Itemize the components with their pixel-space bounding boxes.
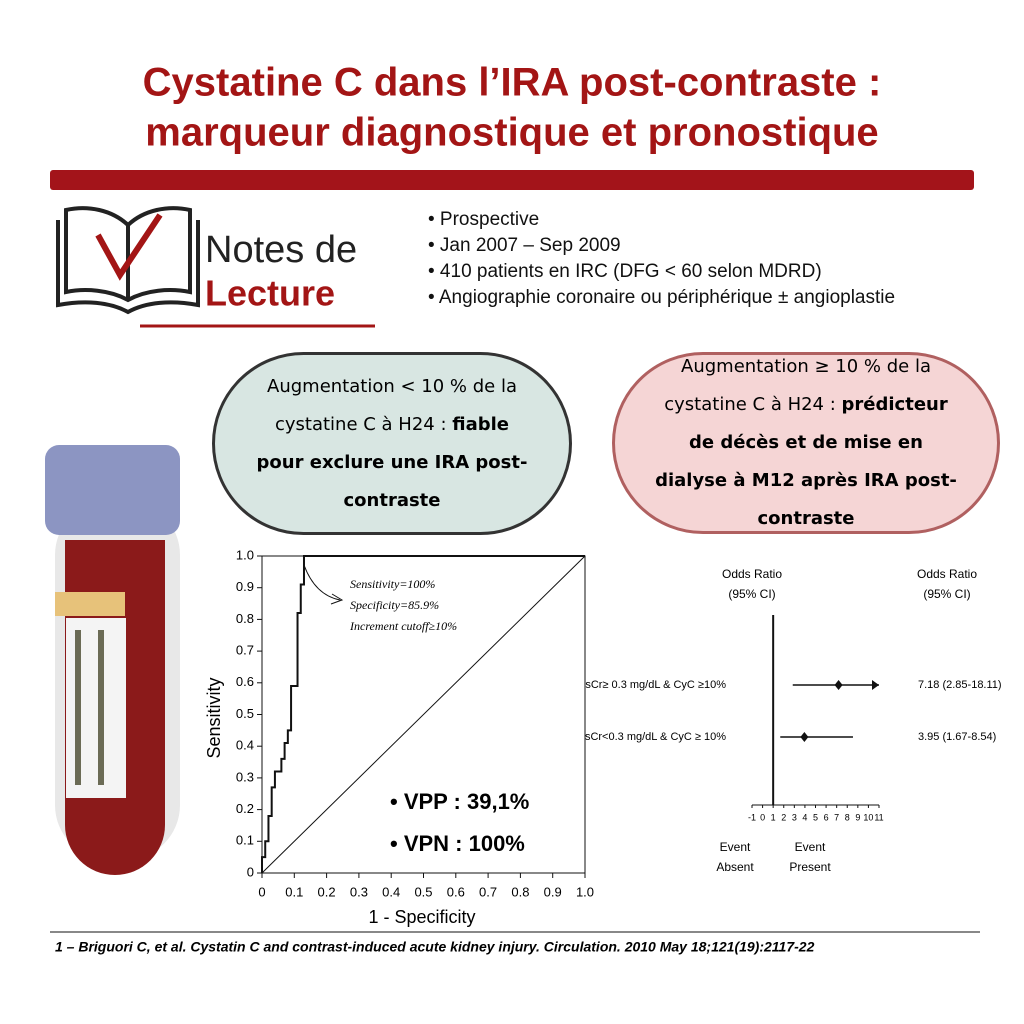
bullet: • 410 patients en IRC (DFG < 60 selon MD… [428,261,822,282]
x-tick-label: 1 [771,812,776,822]
value-label: 7.18 (2.85-18.11) [918,679,1002,691]
box-text: Augmentation < 10 % de la cystatine C à … [255,368,529,520]
bullet: • Angiographie coronaire ou périphérique… [428,287,895,308]
x-axis-label: 1 - Specificity [368,907,475,927]
y-tick-label: 0.3 [236,769,254,784]
value-label: 3.95 (1.67-8.54) [918,731,996,743]
x-note: Absent [716,860,754,874]
x-tick-label: -1 [748,812,756,822]
y-tick-label: 0.4 [236,738,254,753]
x-tick-label: 2 [781,812,786,822]
row-label: sCr<0.3 mg/dL & CyC ≥ 10% [585,731,726,743]
column-header: (95% CI) [923,587,970,601]
stat: • VPP : 39,1% [390,789,529,814]
x-tick-label: 0.5 [414,884,432,899]
x-tick-label: 0.6 [447,884,465,899]
annotation: Sensitivity=100% [350,577,435,591]
x-tick-label: 0.7 [479,884,497,899]
box-left: Augmentation < 10 % de la cystatine C à … [212,352,572,535]
odds-ratio [800,732,809,742]
column-header: Odds Ratio [722,567,782,581]
x-tick-label: 6 [824,812,829,822]
roc-curve [261,555,585,873]
annotation-arrow [303,564,341,601]
annotation-arrow [330,593,344,605]
x-tick-label: 4 [802,812,807,822]
x-tick-label: 9 [855,812,860,822]
box-right: Augmentation ≥ 10 % de la cystatine C à … [612,352,1000,534]
logo-book [56,206,200,315]
x-tick-label: 3 [792,812,797,822]
row-label: sCr≥ 0.3 mg/dL & CyC ≥10% [585,679,726,691]
y-tick-label: 0.5 [236,706,254,721]
odds-ratio [834,680,843,690]
y-axis-label: Sensitivity [204,677,224,758]
box-text-bold: fiable pour exclure une IRA post-contras… [256,413,528,511]
x-note: Event [795,840,826,854]
divider [50,170,974,190]
y-tick-label: 0.2 [236,801,254,816]
x-note: Present [789,860,831,874]
box-text: Augmentation ≥ 10 % de la cystatine C à … [664,356,931,415]
roc-background [232,548,590,930]
x-tick-label: 0.4 [382,884,400,899]
x-tick-label: 10 [863,812,873,822]
y-tick-label: 0.8 [236,611,254,626]
y-tick-label: 0.9 [236,579,254,594]
x-tick-label: 1.0 [576,884,594,899]
annotation: Increment cutoff≥10% [349,619,457,633]
title: Cystatine C dans l’IRA post-contraste : [143,61,882,105]
box-text: Augmentation < 10 % de la cystatine C à … [267,375,517,435]
footnote: 1 – Briguori C, et al. Cystatin C and co… [55,939,815,955]
x-tick-label: 0.1 [285,884,303,899]
y-tick-label: 0.1 [236,833,254,848]
x-tick-label: 0 [760,812,765,822]
stat: • VPN : 100% [390,831,525,856]
bullet: • Jan 2007 – Sep 2009 [428,235,621,256]
reference-line [261,555,586,874]
box-text-bold: prédicteur de décès et de mise en dialys… [655,394,957,529]
box-text: Augmentation ≥ 10 % de la cystatine C à … [655,348,957,538]
column-header: Odds Ratio [917,567,977,581]
column-header: (95% CI) [728,587,775,601]
logo-text: Notes de [205,229,357,271]
ci-arrow [872,680,879,690]
x-tick-label: 0.9 [544,884,562,899]
x-tick-label: 7 [834,812,839,822]
bullet: • Prospective [428,209,539,230]
y-tick-label: 0.7 [236,643,254,658]
forest-background [610,560,1015,890]
x-tick-label: 8 [845,812,850,822]
y-tick-label: 0.6 [236,674,254,689]
x-tick-label: 11 [874,812,883,822]
x-tick-label: 0.2 [318,884,336,899]
x-tick-label: 0 [258,884,265,899]
logo-text: Lecture [205,273,335,314]
blood-tube [45,445,180,875]
y-tick-label: 1.0 [236,547,254,562]
title: marqueur diagnostique et pronostique [145,111,878,155]
x-tick-label: 0.3 [350,884,368,899]
annotation: Specificity=85.9% [350,598,439,612]
x-tick-label: 0.8 [511,884,529,899]
y-tick-label: 0 [247,864,254,879]
x-note: Event [720,840,751,854]
x-tick-label: 5 [813,812,818,822]
